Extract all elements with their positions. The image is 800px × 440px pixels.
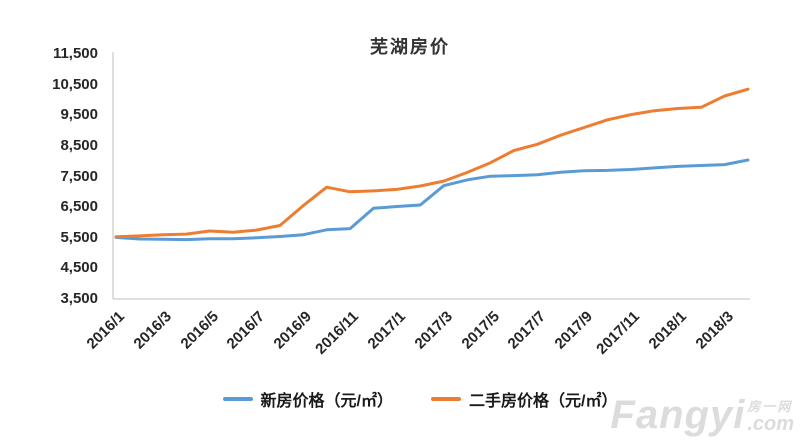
series-line-new-house-price xyxy=(114,158,750,242)
legend-marker-new-house-price xyxy=(222,397,253,401)
legend-label-new-house-price: 新房价格（元/㎡） xyxy=(260,393,393,410)
y-tick-label: 6,500 xyxy=(60,198,98,216)
y-tick-label: 3,500 xyxy=(60,290,98,307)
legend-item-secondhand-house-price: 二手房价格（元/㎡） xyxy=(431,387,617,411)
chart-legend: 新房价格（元/㎡） 二手房价格（元/㎡） xyxy=(90,387,750,411)
watermark-chinese-text: 房一网 xyxy=(747,399,793,414)
y-tick-label: 9,500 xyxy=(60,106,98,124)
legend-marker-secondhand-house-price xyxy=(431,397,461,401)
watermark-domain-text: .com xyxy=(747,413,794,435)
series-line-secondhand-house-price xyxy=(114,87,750,239)
fangyi-watermark: Fangyi 房一网 .com xyxy=(610,394,794,436)
chart-title: 芜湖房价 xyxy=(370,37,450,57)
y-tick-label: 5,500 xyxy=(60,228,98,246)
y-tick-label: 11,500 xyxy=(52,45,98,62)
watermark-brand-text: Fangyi xyxy=(610,393,746,437)
legend-item-new-house-price: 新房价格（元/㎡） xyxy=(222,387,393,411)
legend-label-secondhand-house-price: 二手房价格（元/㎡） xyxy=(469,393,618,410)
y-tick-label: 7,500 xyxy=(60,167,98,185)
y-tick-label: 8,500 xyxy=(60,136,98,154)
y-tick-label: 4,500 xyxy=(60,259,98,277)
y-tick-label: 10,500 xyxy=(52,75,98,93)
